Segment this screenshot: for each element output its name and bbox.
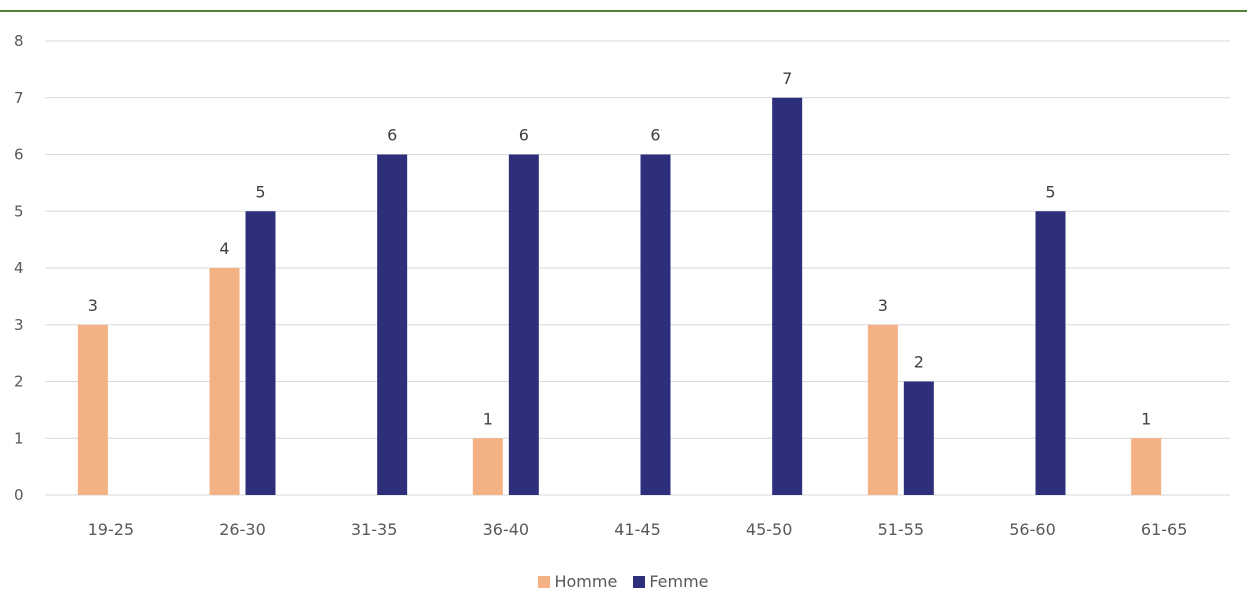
data-label-femme: 5 — [255, 182, 265, 201]
top-rule — [0, 10, 1247, 12]
y-tick-label: 8 — [14, 32, 24, 50]
bar-homme[interactable] — [77, 324, 108, 495]
data-label-homme: 3 — [88, 296, 98, 315]
x-tick-label: 36-40 — [483, 520, 530, 539]
y-tick-label: 3 — [14, 316, 24, 334]
legend-swatch-femme — [633, 575, 646, 588]
data-label-homme: 4 — [219, 239, 229, 258]
bar-femme[interactable] — [640, 154, 671, 496]
data-label-femme: 7 — [782, 69, 792, 88]
x-tick-label: 45-50 — [746, 520, 793, 539]
data-label-femme: 6 — [519, 126, 529, 145]
bar-femme[interactable] — [377, 154, 408, 496]
y-tick-labels: 0 1 2 3 4 5 6 7 8 — [14, 32, 24, 504]
data-label-homme: 1 — [483, 409, 493, 428]
bar-homme[interactable] — [472, 438, 503, 495]
legend-item-homme[interactable]: Homme — [538, 572, 617, 591]
data-label-femme: 2 — [914, 353, 924, 372]
y-tick-label: 1 — [14, 429, 24, 447]
x-tick-label: 26-30 — [219, 520, 266, 539]
y-tick-label: 6 — [14, 146, 24, 164]
data-labels: 3 4 5 6 1 6 6 7 3 2 5 1 — [88, 69, 1152, 429]
data-label-homme: 1 — [1141, 409, 1151, 428]
x-tick-label: 19-25 — [88, 520, 135, 539]
bar-femme[interactable] — [1035, 211, 1066, 495]
bar-homme[interactable] — [209, 268, 240, 495]
y-tick-label: 0 — [14, 486, 24, 504]
y-tick-label: 4 — [14, 259, 24, 277]
data-label-homme: 3 — [878, 296, 888, 315]
legend: Homme Femme — [0, 572, 1247, 591]
legend-item-femme[interactable]: Femme — [633, 572, 709, 591]
legend-label-femme: Femme — [649, 572, 709, 591]
data-label-femme: 6 — [387, 126, 397, 145]
x-tick-label: 56-60 — [1009, 520, 1056, 539]
x-tick-labels: 19-25 26-30 31-35 36-40 41-45 45-50 51-55 56-60… — [88, 520, 1188, 539]
legend-swatch-homme — [538, 575, 551, 588]
bar-homme[interactable] — [1131, 438, 1162, 495]
bar-femme[interactable] — [903, 381, 934, 496]
y-tick-label: 7 — [14, 89, 24, 107]
bar-homme[interactable] — [867, 324, 898, 495]
data-label-femme: 5 — [1045, 182, 1055, 201]
x-tick-label: 51-55 — [878, 520, 925, 539]
grid-lines — [45, 40, 1230, 496]
data-label-femme: 6 — [650, 126, 660, 145]
bar-femme[interactable] — [245, 211, 276, 495]
x-tick-label: 31-35 — [351, 520, 398, 539]
y-tick-label: 2 — [14, 373, 24, 391]
bar-femme[interactable] — [772, 97, 803, 495]
bar-femme[interactable] — [508, 154, 539, 496]
bars — [77, 97, 1162, 496]
legend-label-homme: Homme — [554, 572, 618, 591]
x-tick-label: 41-45 — [614, 520, 661, 539]
x-tick-label: 61-65 — [1141, 520, 1188, 539]
y-tick-label: 5 — [14, 202, 24, 220]
